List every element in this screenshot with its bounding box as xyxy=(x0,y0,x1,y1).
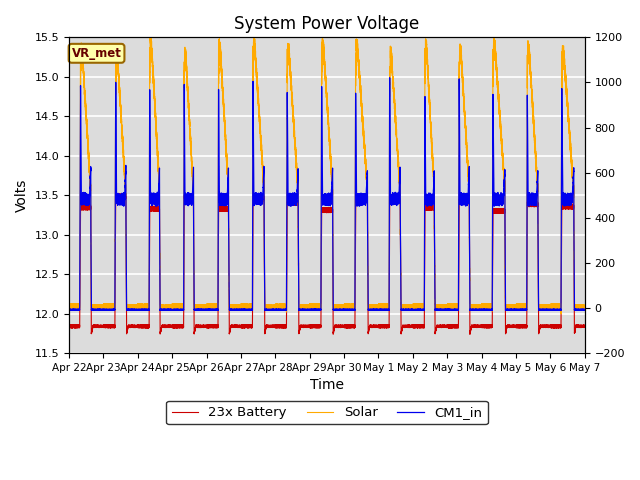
CM1_in xyxy=(467,307,474,312)
Solar xyxy=(92,302,100,308)
CM1_in xyxy=(581,307,589,312)
Solar xyxy=(487,303,495,309)
Solar xyxy=(394,155,402,161)
Solar xyxy=(479,303,487,309)
23x Battery xyxy=(394,198,402,204)
Solar xyxy=(581,305,589,311)
Solar xyxy=(147,31,154,37)
Solar xyxy=(453,305,461,311)
CM1_in xyxy=(479,307,487,312)
CM1_in xyxy=(386,75,394,81)
CM1_in xyxy=(394,197,402,203)
Line: 23x Battery: 23x Battery xyxy=(69,194,585,335)
23x Battery xyxy=(92,323,100,329)
Y-axis label: Volts: Volts xyxy=(15,179,29,212)
Line: Solar: Solar xyxy=(69,34,585,314)
X-axis label: Time: Time xyxy=(310,378,344,393)
23x Battery xyxy=(581,323,589,329)
CM1_in xyxy=(65,307,73,312)
23x Battery xyxy=(487,324,495,330)
23x Battery xyxy=(118,191,125,197)
23x Battery xyxy=(65,324,73,330)
Legend: 23x Battery, Solar, CM1_in: 23x Battery, Solar, CM1_in xyxy=(166,401,488,424)
23x Battery xyxy=(479,324,487,330)
23x Battery xyxy=(453,323,461,328)
Title: System Power Voltage: System Power Voltage xyxy=(234,15,420,33)
Solar xyxy=(467,305,474,311)
CM1_in xyxy=(92,307,100,312)
Line: CM1_in: CM1_in xyxy=(69,78,585,311)
23x Battery xyxy=(467,328,474,334)
CM1_in xyxy=(453,307,461,312)
Text: VR_met: VR_met xyxy=(72,47,122,60)
Solar xyxy=(557,311,565,317)
Solar xyxy=(65,305,73,311)
CM1_in xyxy=(156,308,164,313)
23x Battery xyxy=(466,332,474,337)
CM1_in xyxy=(487,307,495,313)
